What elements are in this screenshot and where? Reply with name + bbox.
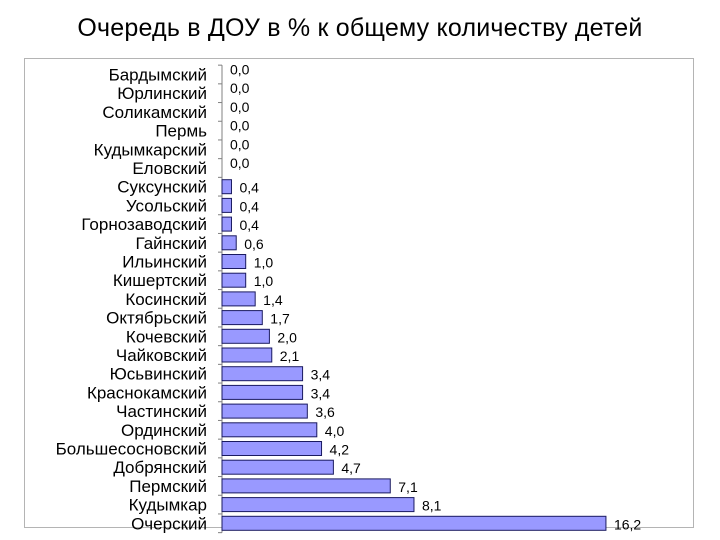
category-label: Кудымкарский [94,140,207,159]
category-label: Кудымкар [129,496,207,515]
bar [221,459,334,475]
data-label: 0,0 [230,136,250,152]
data-label: 3,4 [311,385,331,401]
data-label: 0,4 [239,198,259,214]
bar [221,310,263,326]
data-label: 7,1 [398,479,418,495]
category-label: Добрянский [113,458,207,477]
bar [221,384,304,400]
data-label: 2,0 [277,329,297,345]
category-label: Усольский [126,196,207,215]
bar [221,515,607,531]
bar [221,197,232,213]
data-label: 0,4 [239,217,259,233]
bar [221,272,247,288]
data-label: 2,1 [280,348,300,364]
data-label: 0,0 [230,99,250,115]
bar [221,403,308,419]
bar [221,366,304,382]
data-label: 16,2 [614,516,641,532]
bar [221,254,247,269]
bar [221,179,232,195]
data-label: 8,1 [422,498,442,514]
bar [221,497,415,513]
category-label: Бардымский [109,66,207,85]
category-label: Соликамский [102,103,207,122]
bar [221,216,232,232]
bar [221,328,270,344]
category-label: Чайковский [116,346,207,365]
bar [221,422,318,438]
data-label: 0,0 [230,155,250,171]
data-label: 0,4 [239,180,259,196]
category-label: Пермский [129,477,207,496]
category-label: Юсьвинский [110,365,207,384]
category-label: Юрлинский [117,84,207,103]
data-label: 3,4 [311,367,331,383]
bar [221,347,273,363]
data-label: 0,0 [230,62,250,78]
category-label: Пермь [155,122,207,141]
category-label: Октябрьский [106,309,207,328]
data-label: 1,4 [263,292,283,308]
category-label: Гайнский [135,234,207,253]
category-label: Еловский [132,159,207,178]
data-label: 0,0 [230,80,250,96]
data-label: 1,0 [254,255,274,271]
category-label: Ординский [121,421,207,440]
category-label: Частинский [116,402,207,421]
data-label: 3,6 [315,404,335,420]
data-label: 1,7 [270,311,290,327]
bar [221,291,256,307]
data-label: 1,0 [254,273,274,289]
category-label: Кишертский [113,271,207,290]
category-label: Краснокамский [87,383,207,402]
category-label: Горнозаводский [81,215,207,234]
category-label: Очерский [131,514,207,533]
data-label: 4,7 [341,460,361,476]
category-label: Косинский [125,290,207,309]
category-label: Суксунский [117,178,207,197]
chart-title: Очередь в ДОУ в % к общему количеству де… [77,14,643,42]
data-label: 0,0 [230,118,250,134]
bar [221,235,237,251]
bar [221,478,391,494]
category-label: Кочевский [126,327,207,346]
data-label: 0,6 [244,236,264,252]
bar [221,441,323,456]
data-label: 4,0 [325,423,345,439]
data-label: 4,2 [330,442,350,458]
category-label: Ильинский [122,253,207,272]
category-label: Большесосновский [56,440,207,459]
